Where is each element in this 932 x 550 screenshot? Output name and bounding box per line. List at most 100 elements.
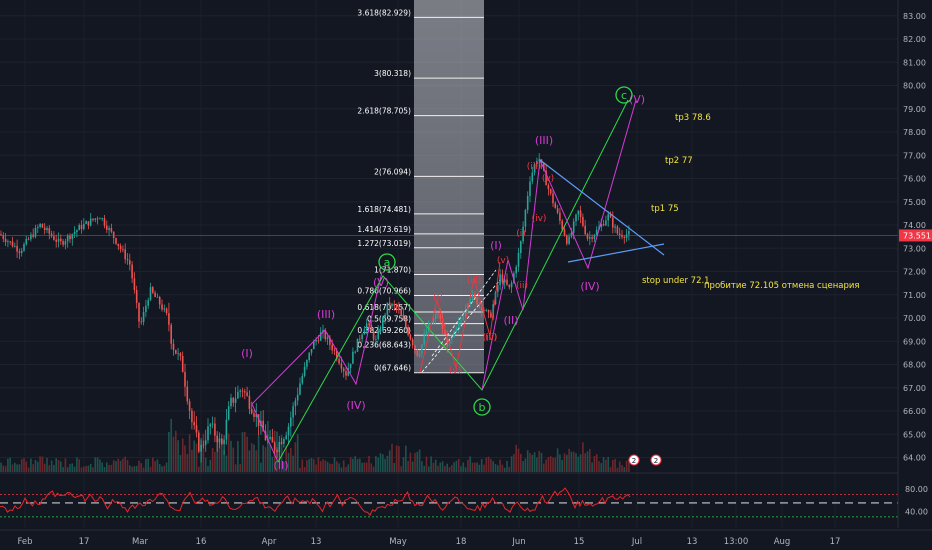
volume-bar [193, 440, 195, 472]
volume-bar [204, 457, 207, 472]
date-tick-label: Aug [774, 537, 791, 547]
volume-bar [110, 464, 113, 472]
volume-bar [221, 438, 223, 472]
event-badge-label: 2 [632, 457, 636, 465]
volume-bar [313, 459, 315, 472]
wave-labels: (I) (II) (III) (IV) (V) (I) (II) (III) (IV) (V) (i… [241, 86, 860, 472]
volume-bars [0, 418, 630, 472]
volume-bar [480, 458, 483, 472]
volume-bar [529, 453, 531, 472]
fib-level-label: 1(71.870) [374, 266, 411, 275]
candle-body [156, 297, 159, 298]
volume-bar [78, 459, 80, 472]
volume-bar [336, 461, 338, 472]
candle-body [124, 249, 126, 260]
candle-body [372, 331, 375, 340]
candle-body [25, 238, 28, 245]
candle-body [106, 225, 108, 230]
candle-body [262, 420, 264, 432]
volume-bar [310, 458, 313, 472]
candle-body [563, 229, 566, 236]
abc-circle [378, 253, 396, 271]
fib-level-label: 0.786(70.966) [357, 287, 411, 296]
candle-body [628, 231, 630, 235]
date-tick-label: 17 [830, 537, 841, 547]
candle-body [589, 237, 591, 239]
candle-body [9, 241, 11, 243]
volume-bar [306, 460, 308, 472]
volume-bar [598, 461, 600, 472]
volume-bar [290, 448, 292, 472]
candle-body [522, 226, 524, 242]
candle-body [621, 234, 623, 237]
volume-bar [614, 458, 616, 472]
candle-body [538, 159, 540, 161]
candle-body [457, 322, 460, 328]
corrective-abc-line [277, 99, 629, 463]
volume-bar [543, 463, 545, 472]
wave-label: (iv) [532, 214, 547, 224]
volume-bar [329, 463, 331, 472]
candle-body [27, 238, 30, 240]
volume-bar [421, 461, 423, 472]
price-tick-label: 73.00 [903, 244, 926, 253]
fib-level-label: 0.618(70.257) [357, 303, 411, 312]
volume-bar [572, 451, 575, 472]
candle-body [232, 397, 235, 403]
volume-bar [338, 463, 340, 472]
volume-bar [301, 459, 304, 472]
candle-body [437, 314, 439, 316]
candle-body [552, 193, 554, 204]
date-tick-label: Jun [511, 537, 525, 547]
candle-body [16, 245, 18, 252]
wave-label: (v) [542, 174, 554, 184]
candle-body [99, 218, 101, 220]
candle-body [188, 401, 191, 411]
triangle-lower-line [567, 243, 665, 263]
volume-bar [101, 462, 103, 472]
volume-bar [478, 464, 481, 472]
candle-body [451, 336, 453, 340]
volume-bar [27, 467, 30, 472]
candle-body [363, 329, 366, 335]
candle-body [556, 208, 559, 213]
candle-body [214, 423, 216, 436]
volume-bar [64, 458, 67, 472]
volume-bar [439, 462, 442, 472]
candle-body [269, 436, 271, 439]
candle-body [618, 233, 621, 235]
volume-bar [589, 448, 591, 472]
candle-body [177, 353, 179, 355]
candle-body [577, 210, 580, 215]
candle-body [292, 406, 294, 418]
candle-body [607, 214, 609, 221]
volume-bar [239, 464, 241, 472]
volume-bar [308, 459, 310, 472]
volume-bar [556, 448, 559, 472]
volume-bar [2, 465, 5, 472]
candle-body [76, 230, 78, 233]
volume-bar [499, 459, 501, 472]
candle-body [158, 297, 161, 305]
candle-body [342, 368, 345, 372]
candle-body [455, 327, 458, 331]
candle-body [423, 335, 425, 345]
candle-body [179, 353, 182, 357]
candle-body [386, 302, 389, 315]
volume-bar [524, 458, 527, 472]
wave-label: (iii) [467, 276, 482, 286]
price-tick-label: 65.00 [903, 430, 926, 439]
volume-bar [32, 464, 34, 472]
candle-body [122, 248, 124, 250]
candle-body [200, 444, 202, 452]
candle-body [395, 305, 398, 308]
wave-label: (V) [629, 93, 645, 106]
volume-bar [253, 444, 255, 472]
volume-bar [66, 467, 69, 472]
volume-bar [510, 456, 513, 472]
volume-bar [14, 462, 16, 472]
volume-bar [432, 462, 435, 472]
volume-bar [568, 448, 570, 472]
wave-label: (II) [273, 459, 288, 472]
